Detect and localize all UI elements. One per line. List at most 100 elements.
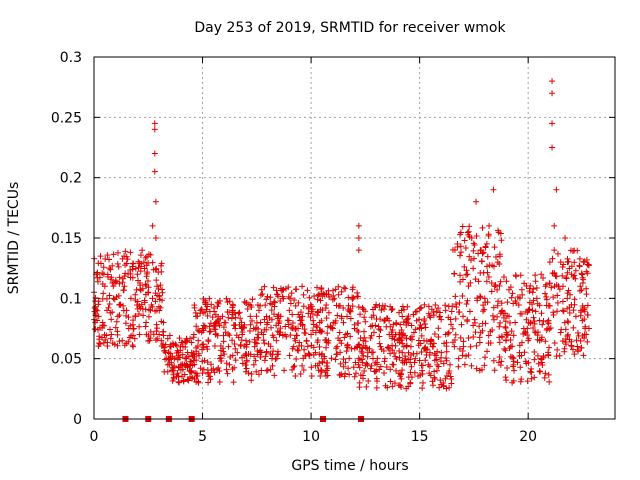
- data-point: [249, 296, 256, 303]
- data-point: [543, 326, 550, 333]
- data-point: [426, 370, 433, 377]
- data-point: [472, 276, 479, 283]
- data-point: [503, 377, 510, 384]
- data-point: [203, 343, 210, 350]
- data-point: [510, 300, 517, 307]
- data-point: [99, 295, 106, 302]
- data-point: [210, 365, 217, 372]
- data-point: [184, 337, 191, 344]
- data-point: [473, 198, 480, 205]
- data-point: [399, 349, 406, 356]
- data-point: [398, 334, 405, 341]
- data-point: [251, 343, 258, 350]
- data-point: [528, 365, 535, 372]
- data-point: [268, 324, 275, 331]
- data-point: [530, 314, 537, 321]
- data-point: [534, 300, 541, 307]
- data-point: [269, 301, 276, 308]
- data-point: [106, 292, 113, 299]
- data-point: [116, 312, 123, 319]
- data-point: [465, 231, 472, 238]
- data-point: [384, 384, 391, 391]
- data-point: [425, 361, 432, 368]
- data-point: [324, 330, 331, 337]
- data-point: [286, 307, 293, 314]
- data-point: [133, 286, 140, 293]
- data-point: [282, 331, 289, 338]
- data-point: [561, 345, 568, 352]
- data-point: [554, 308, 561, 315]
- data-point: [177, 366, 184, 373]
- data-point: [314, 339, 321, 346]
- data-point: [275, 351, 282, 357]
- data-point: [205, 336, 212, 343]
- data-point: [397, 370, 404, 377]
- data-point: [443, 348, 450, 355]
- data-point: [116, 274, 123, 281]
- data-point: [459, 292, 466, 299]
- data-point: [512, 319, 519, 326]
- data-point: [496, 339, 503, 346]
- data-point: [132, 265, 139, 272]
- data-point: [387, 366, 394, 373]
- data-point: [252, 339, 259, 346]
- data-point: [566, 304, 573, 311]
- data-point: [537, 368, 544, 375]
- data-point: [203, 306, 210, 313]
- data-point: [337, 372, 344, 379]
- data-point: [341, 284, 348, 291]
- data-point: [106, 265, 113, 272]
- data-point: [451, 270, 458, 277]
- data-point: [487, 328, 494, 335]
- data-point: [360, 337, 367, 344]
- data-point: [224, 299, 231, 306]
- data-point: [405, 383, 412, 390]
- data-point: [121, 273, 128, 280]
- data-point: [405, 313, 412, 320]
- data-point: [565, 287, 572, 294]
- data-point: [155, 269, 162, 276]
- data-point: [157, 282, 164, 289]
- data-point: [419, 370, 426, 377]
- data-point: [417, 321, 424, 328]
- data-point: [484, 348, 491, 355]
- data-point: [461, 237, 468, 244]
- data-point: [527, 368, 534, 375]
- data-point: [153, 277, 160, 284]
- data-point: [127, 249, 134, 256]
- data-point: [381, 355, 388, 362]
- data-point: [484, 263, 491, 270]
- data-point: [258, 286, 265, 293]
- data-point: [563, 341, 570, 348]
- data-point: [99, 270, 106, 277]
- data-point: [212, 319, 219, 326]
- data-point: [164, 368, 171, 375]
- data-point: [470, 334, 477, 341]
- data-point: [297, 370, 304, 377]
- data-point: [442, 331, 449, 338]
- data-point: [229, 301, 236, 308]
- data-point: [518, 339, 525, 346]
- data-point: [235, 310, 242, 317]
- data-point: [389, 306, 396, 313]
- data-point: [396, 348, 403, 355]
- data-point: [468, 235, 475, 241]
- axis-ticks: 0 0.05 0.1 0.15 0.2 0.25 0.3 0 5 10 15 20: [51, 50, 615, 445]
- data-point: [142, 306, 149, 313]
- data-point: [295, 325, 302, 332]
- data-point: [583, 256, 590, 263]
- data-point: [244, 306, 251, 313]
- data-point: [443, 343, 450, 350]
- data-point: [208, 301, 215, 308]
- data-point: [329, 324, 336, 331]
- data-point: [355, 304, 362, 311]
- data-point: [399, 367, 406, 374]
- data-point: [489, 312, 496, 319]
- data-point: [143, 273, 150, 280]
- data-point: [496, 283, 503, 290]
- data-point: [420, 337, 427, 344]
- data-point: [488, 288, 495, 295]
- data-point: [310, 317, 317, 324]
- data-point: [531, 318, 538, 325]
- data-point: [361, 314, 368, 321]
